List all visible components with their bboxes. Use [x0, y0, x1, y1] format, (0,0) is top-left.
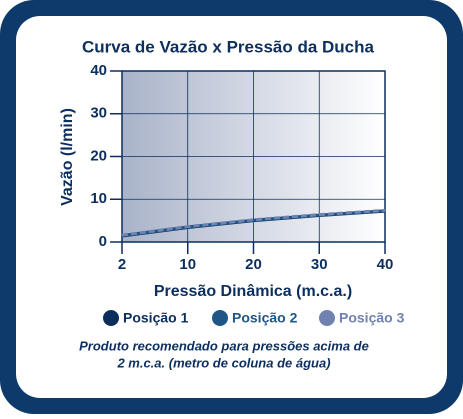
- x-tick-label: 2: [118, 256, 126, 273]
- footnote: 2 m.c.a. (metro de coluna de água): [116, 355, 330, 370]
- y-tick-label: 40: [90, 62, 107, 79]
- x-axis-label: Pressão Dinâmica (m.c.a.): [154, 283, 352, 300]
- footnote: Produto recomendado para pressões acima …: [79, 338, 369, 353]
- chart-title: Curva de Vazão x Pressão da Ducha: [82, 37, 375, 56]
- legend-label: Posição 1: [123, 310, 189, 326]
- x-tick-label: 30: [311, 256, 328, 273]
- legend-label: Posição 2: [232, 310, 298, 326]
- series-line: [121, 208, 386, 237]
- y-tick-label: 0: [99, 233, 107, 250]
- legend-marker: [103, 310, 119, 326]
- legend-marker: [319, 310, 335, 326]
- x-tick-label: 40: [377, 256, 394, 273]
- y-tick-label: 10: [90, 190, 107, 207]
- y-tick-label: 30: [90, 105, 107, 122]
- y-axis-label: Vazão (l/min): [59, 108, 76, 206]
- x-tick-label: 10: [179, 256, 196, 273]
- legend-marker: [212, 310, 228, 326]
- y-tick-label: 20: [90, 147, 107, 164]
- legend-label: Posição 3: [339, 310, 405, 326]
- x-tick-label: 20: [245, 256, 262, 273]
